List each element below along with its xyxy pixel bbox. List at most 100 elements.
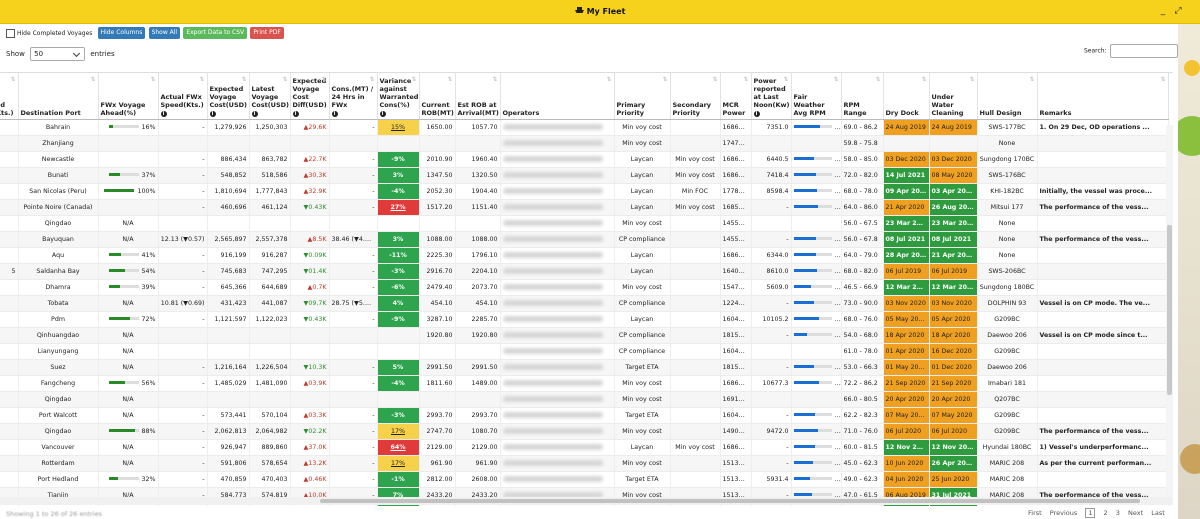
cell-operators — [500, 295, 615, 312]
sort-icon[interactable]: ⇅ — [150, 76, 156, 83]
table-row[interactable]: Port Walcott N/A -573,441 570,104 ▲03.3K - -3%… — [0, 407, 1169, 424]
pagination-last[interactable]: Last — [1151, 509, 1165, 517]
pagination-next[interactable]: Next — [1127, 509, 1144, 517]
table-row[interactable]: Bayuquan N/A 12.13 (▼0.57) 2,565,897 2,557,3… — [0, 231, 1169, 248]
column-header-variance[interactable]: Variance against Warranted Cons(%) i ⇅ — [377, 73, 420, 120]
sort-icon[interactable]: ⇅ — [492, 76, 498, 83]
table-row[interactable]: Pdm 72% -1,121,597 1,122,023 ▼0.43K - -9% 3287.… — [0, 311, 1169, 328]
cell-fwx_ahead: N/A — [98, 407, 159, 424]
sort-icon[interactable]: ⇅ — [241, 76, 247, 83]
cell-mcr: 14550.0 — [720, 215, 752, 232]
column-header-rpm_range[interactable]: RPM Range ⇅ — [841, 73, 884, 120]
minimize-icon[interactable]: _ — [1160, 6, 1166, 16]
table-row[interactable]: Rotterdam N/A -591,806 578,654 ▲13.2K -17% 961… — [0, 455, 1169, 472]
sort-icon[interactable]: ⇅ — [282, 76, 288, 83]
search-control: Search: — [1084, 44, 1178, 58]
table-row[interactable]: Qingdao N/A Min voy cost 16910.0 66.0 - 80.5… — [0, 391, 1169, 408]
column-header-remarks[interactable]: Remarks ⇅ — [1037, 73, 1169, 120]
table-row[interactable]: Dhamra 39% -645,366 644,689 ▲0.7K - -6% 2479.40… — [0, 279, 1169, 296]
sort-icon[interactable]: ⇅ — [10, 76, 16, 83]
sort-icon[interactable]: ⇅ — [321, 76, 327, 83]
sort-icon[interactable]: ⇅ — [969, 76, 975, 83]
sort-icon[interactable]: ⇅ — [833, 76, 839, 83]
column-header-operators[interactable]: Operators ⇅ — [500, 73, 615, 120]
table-row[interactable]: Bahrain 16% -1,279,926 1,250,303 ▲29.6K -15% 1… — [0, 119, 1169, 136]
column-header-dry_dock[interactable]: Dry Dock ⇅ — [883, 73, 930, 120]
sort-icon[interactable]: ⇅ — [1160, 76, 1166, 83]
column-header-secondary[interactable]: Secondary Priority ⇅ — [670, 73, 721, 120]
info-icon[interactable]: i — [753, 111, 760, 118]
table-row[interactable]: Aqu 41% -916,199 916,287 ▼0.09K - -11% 2225.30 1… — [0, 247, 1169, 264]
sort-icon[interactable]: ⇅ — [90, 76, 96, 83]
table-row[interactable]: San Nicolas (Peru) 100% -1,810,694 1,777,84… — [0, 183, 1169, 200]
hide-columns-button[interactable]: Hide Columns — [97, 27, 146, 39]
column-header-uw_clean[interactable]: Under Water Cleaning ⇅ — [929, 73, 978, 120]
info-icon[interactable]: i — [209, 111, 216, 118]
table-row[interactable]: Tobata N/A 10.81 (▼0.69) 431,423 441,087 ▼09.… — [0, 295, 1169, 312]
column-header-exp_cost[interactable]: Expected Voyage Cost(USD) i ⇅ — [207, 73, 250, 120]
sort-icon[interactable]: ⇅ — [712, 76, 718, 83]
pagination-page-1[interactable]: 1 — [1085, 508, 1096, 518]
horizontal-scrollbar[interactable] — [0, 497, 1173, 505]
column-header-rob[interactable]: Current ROB(MT) ⇅ — [419, 73, 456, 120]
column-header-latest_cost[interactable]: Latest Voyage Cost(USD) i ⇅ — [249, 73, 291, 120]
sort-icon[interactable]: ⇅ — [447, 76, 453, 83]
table-row[interactable]: Suez N/A -1,216,164 1,226,504 ▼10.3K -5% 2991.… — [0, 359, 1169, 376]
column-header-cons_24[interactable]: Cons.(MT) / 24 Hrs in FWx i ⇅ — [329, 73, 378, 120]
info-icon[interactable]: i — [292, 111, 299, 118]
cell-speed — [0, 279, 19, 296]
sort-icon[interactable]: ⇅ — [606, 76, 612, 83]
table-row[interactable]: Qingdao 88% -2,062,813 2,064,982 ▼02.2K -17% 2… — [0, 423, 1169, 440]
pagination-page-2[interactable]: 2 — [1103, 509, 1108, 517]
column-header-speed[interactable]: ed Kts.) ⇅ — [0, 73, 19, 120]
column-header-hull[interactable]: Hull Design ⇅ — [977, 73, 1038, 120]
table-row[interactable]: Vancouver N/A -926,947 889,860 ▲37.0K -64% 212… — [0, 439, 1169, 456]
expand-icon[interactable]: ⤢ — [1174, 6, 1182, 16]
table-row[interactable]: Port Hedland 32% -470,859 470,403 ▲0.46K - -1%… — [0, 471, 1169, 488]
pagination-previous[interactable]: Previous — [1049, 509, 1078, 517]
sort-icon[interactable]: ⇅ — [662, 76, 668, 83]
info-icon[interactable]: i — [379, 111, 386, 118]
table-row[interactable]: Zhanjiang Min voy cost 17470.0 59.8 - 75.8 N… — [0, 135, 1169, 152]
sort-icon[interactable]: ⇅ — [411, 76, 417, 83]
table-row[interactable]: Qinhuangdao N/A 1920.80 1920.80 CP complianc… — [0, 327, 1169, 344]
column-header-fw_rpm[interactable]: Fair Weather Avg RPM ⇅ — [791, 73, 842, 120]
column-header-dest[interactable]: Destination Port ⇅ — [18, 73, 99, 120]
info-icon[interactable]: i — [251, 111, 258, 118]
show-all-button[interactable]: Show All — [148, 27, 181, 39]
column-header-mcr[interactable]: MCR Power ⇅ — [720, 73, 752, 120]
sort-icon[interactable]: ⇅ — [1029, 76, 1035, 83]
sort-icon[interactable]: ⇅ — [199, 76, 205, 83]
search-input[interactable] — [1109, 44, 1178, 58]
pagination-page-3[interactable]: 3 — [1115, 509, 1120, 517]
hide-completed-checkbox[interactable] — [6, 28, 15, 38]
sort-icon[interactable]: ⇅ — [783, 76, 789, 83]
page-length-select[interactable]: 50 — [30, 47, 86, 61]
info-icon[interactable]: i — [331, 111, 338, 118]
column-header-cost_diff[interactable]: Expected Voyage Cost Diff(USD) i ⇅ — [290, 73, 330, 120]
print-pdf-button[interactable]: Print PDF — [250, 27, 284, 39]
column-header-fwx_ahead[interactable]: FWx Voyage Ahead(%) ⇅ — [98, 73, 159, 120]
table-row[interactable]: Lianyungang N/A CP compliance 16040.0 61.0 -… — [0, 343, 1169, 360]
column-header-power_noon[interactable]: Power reported at Last Noon(Kw) i ⇅ — [751, 73, 792, 120]
column-header-actual_fwx[interactable]: Actual FWx Speed(Kts.) i ⇅ — [158, 73, 208, 120]
cell-exp_cost — [207, 135, 250, 152]
pagination-first[interactable]: First — [1028, 509, 1042, 517]
sort-icon[interactable]: ⇅ — [921, 76, 927, 83]
sort-icon[interactable]: ⇅ — [369, 76, 375, 83]
info-icon[interactable]: i — [160, 111, 167, 118]
sort-icon[interactable]: ⇅ — [743, 76, 749, 83]
table-row[interactable]: Pointe Noire (Canada) -460,696 461,124 ▼0.4… — [0, 199, 1169, 216]
table-row[interactable]: Newcastle -886,434 863,782 ▲22.7K - -9% 2010.9… — [0, 151, 1169, 168]
export-csv-button[interactable]: Export Data to CSV — [183, 27, 248, 39]
table-row[interactable]: Fangcheng 56% -1,485,029 1,481,090 ▲03.9K - -4… — [0, 375, 1169, 392]
table-row[interactable]: 5 Saldanha Bay 54% -745,683 747,295 ▼01.4K - -3… — [0, 263, 1169, 280]
cell-cost_diff: ▲03.3K — [290, 407, 330, 424]
column-header-primary[interactable]: Primary Priority ⇅ — [614, 73, 671, 120]
column-header-est_rob[interactable]: Est ROB at Arrival(MT) ⇅ — [455, 73, 501, 120]
table-row[interactable]: Bunati 37% -548,852 518,586 ▲30.3K -3% 1347.50… — [0, 167, 1169, 184]
sort-icon[interactable]: ⇅ — [875, 76, 881, 83]
vertical-scrollbar[interactable] — [1166, 125, 1173, 497]
table-row[interactable]: Qingdao N/A Min voy cost 14550.0 56.0 - 67.5… — [0, 215, 1169, 232]
redacted-operator — [502, 443, 603, 450]
